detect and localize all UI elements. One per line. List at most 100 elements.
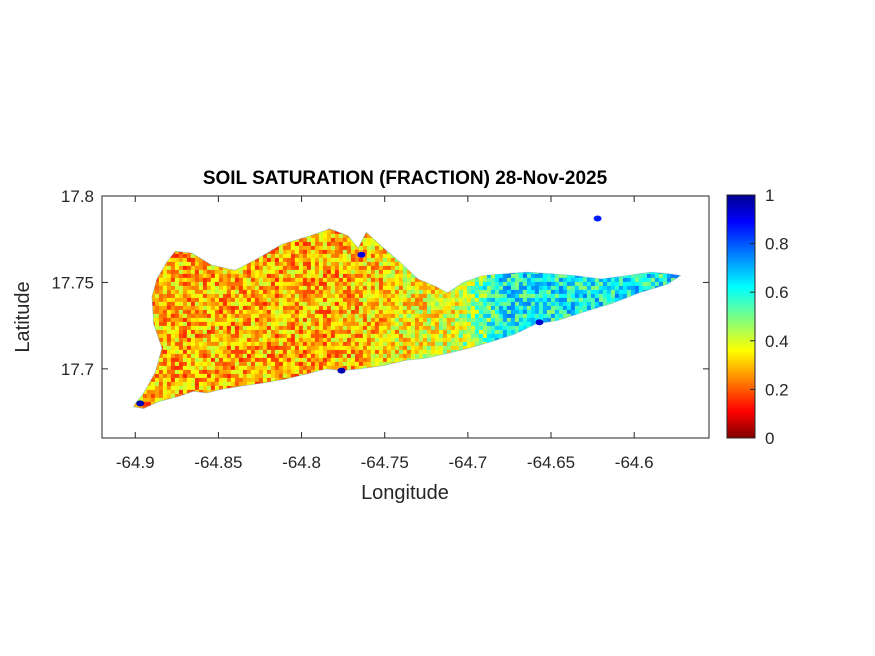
- field-cell: [338, 321, 344, 327]
- field-cell: [242, 345, 248, 351]
- field-cell: [370, 273, 376, 279]
- field-cell: [258, 285, 264, 291]
- field-cell: [510, 305, 516, 311]
- field-cell: [242, 305, 248, 311]
- field-cell: [242, 337, 248, 343]
- field-cell: [222, 313, 228, 319]
- field-cell: [314, 289, 320, 295]
- field-cell: [166, 305, 172, 311]
- field-cell: [310, 269, 316, 275]
- field-cell: [394, 337, 400, 343]
- field-cell: [294, 297, 300, 303]
- field-cell: [494, 317, 500, 323]
- field-cell: [290, 277, 296, 283]
- field-cell: [254, 325, 260, 331]
- field-cell: [266, 341, 272, 347]
- field-cell: [378, 313, 384, 319]
- field-cell: [482, 293, 488, 299]
- field-cell: [350, 281, 356, 287]
- field-cell: [426, 293, 432, 299]
- field-cell: [358, 277, 364, 283]
- field-cell: [370, 353, 376, 359]
- field-cell: [454, 289, 460, 295]
- field-cell: [330, 297, 336, 303]
- field-cell: [242, 317, 248, 323]
- field-cell: [186, 329, 192, 335]
- field-cell: [246, 349, 252, 355]
- field-cell: [310, 349, 316, 355]
- field-cell: [330, 361, 336, 367]
- field-cell: [554, 301, 560, 307]
- field-cell: [498, 325, 504, 331]
- field-cell: [150, 301, 156, 307]
- field-cell: [338, 305, 344, 311]
- field-cell: [270, 349, 276, 355]
- field-cell: [486, 297, 492, 303]
- field-cell: [418, 345, 424, 351]
- field-cell: [342, 305, 348, 311]
- field-cell: [298, 273, 304, 279]
- field-cell: [458, 305, 464, 311]
- field-cell: [330, 337, 336, 343]
- field-cell: [322, 321, 328, 327]
- field-cell: [450, 293, 456, 299]
- field-cell: [222, 329, 228, 335]
- field-cell: [158, 297, 164, 303]
- field-cell: [338, 313, 344, 319]
- field-cell: [238, 281, 244, 287]
- field-cell: [274, 345, 280, 351]
- field-cell: [334, 297, 340, 303]
- field-cell: [302, 321, 308, 327]
- field-cell: [374, 353, 380, 359]
- field-cell: [238, 297, 244, 303]
- field-cell: [350, 249, 356, 255]
- field-cell: [214, 345, 220, 351]
- field-cell: [330, 253, 336, 259]
- field-cell: [362, 321, 368, 327]
- field-cell: [598, 293, 604, 299]
- field-cell: [162, 289, 168, 295]
- field-cell: [382, 265, 388, 271]
- field-cell: [622, 293, 628, 299]
- field-cell: [166, 357, 172, 363]
- field-cell: [374, 265, 380, 271]
- field-cell: [318, 261, 324, 267]
- field-cell: [206, 341, 212, 347]
- field-cell: [418, 337, 424, 343]
- field-cell: [226, 309, 232, 315]
- field-cell: [478, 289, 484, 295]
- field-cell: [534, 313, 540, 319]
- field-cell: [270, 305, 276, 311]
- field-cell: [354, 285, 360, 291]
- field-cell: [170, 337, 176, 343]
- field-cell: [302, 301, 308, 307]
- field-cell: [378, 357, 384, 363]
- field-cell: [578, 289, 584, 295]
- field-cell: [330, 309, 336, 315]
- field-cell: [294, 357, 300, 363]
- field-cell: [294, 249, 300, 255]
- field-cell: [334, 353, 340, 359]
- field-cell: [342, 325, 348, 331]
- field-cell: [346, 241, 352, 247]
- field-cell: [306, 309, 312, 315]
- field-cell: [426, 353, 432, 359]
- field-cell: [290, 293, 296, 299]
- field-cell: [282, 301, 288, 307]
- field-cell: [486, 289, 492, 295]
- field-cell: [274, 329, 280, 335]
- field-cell: [270, 357, 276, 363]
- field-cell: [370, 333, 376, 339]
- field-cell: [274, 309, 280, 315]
- field-cell: [378, 245, 384, 251]
- field-cell: [518, 301, 524, 307]
- field-cell: [294, 313, 300, 319]
- field-cell: [578, 281, 584, 287]
- field-cell: [458, 321, 464, 327]
- field-cell: [214, 281, 220, 287]
- field-cell: [230, 321, 236, 327]
- field-cell: [270, 293, 276, 299]
- field-cell: [534, 281, 540, 287]
- field-cell: [322, 349, 328, 355]
- field-cell: [170, 361, 176, 367]
